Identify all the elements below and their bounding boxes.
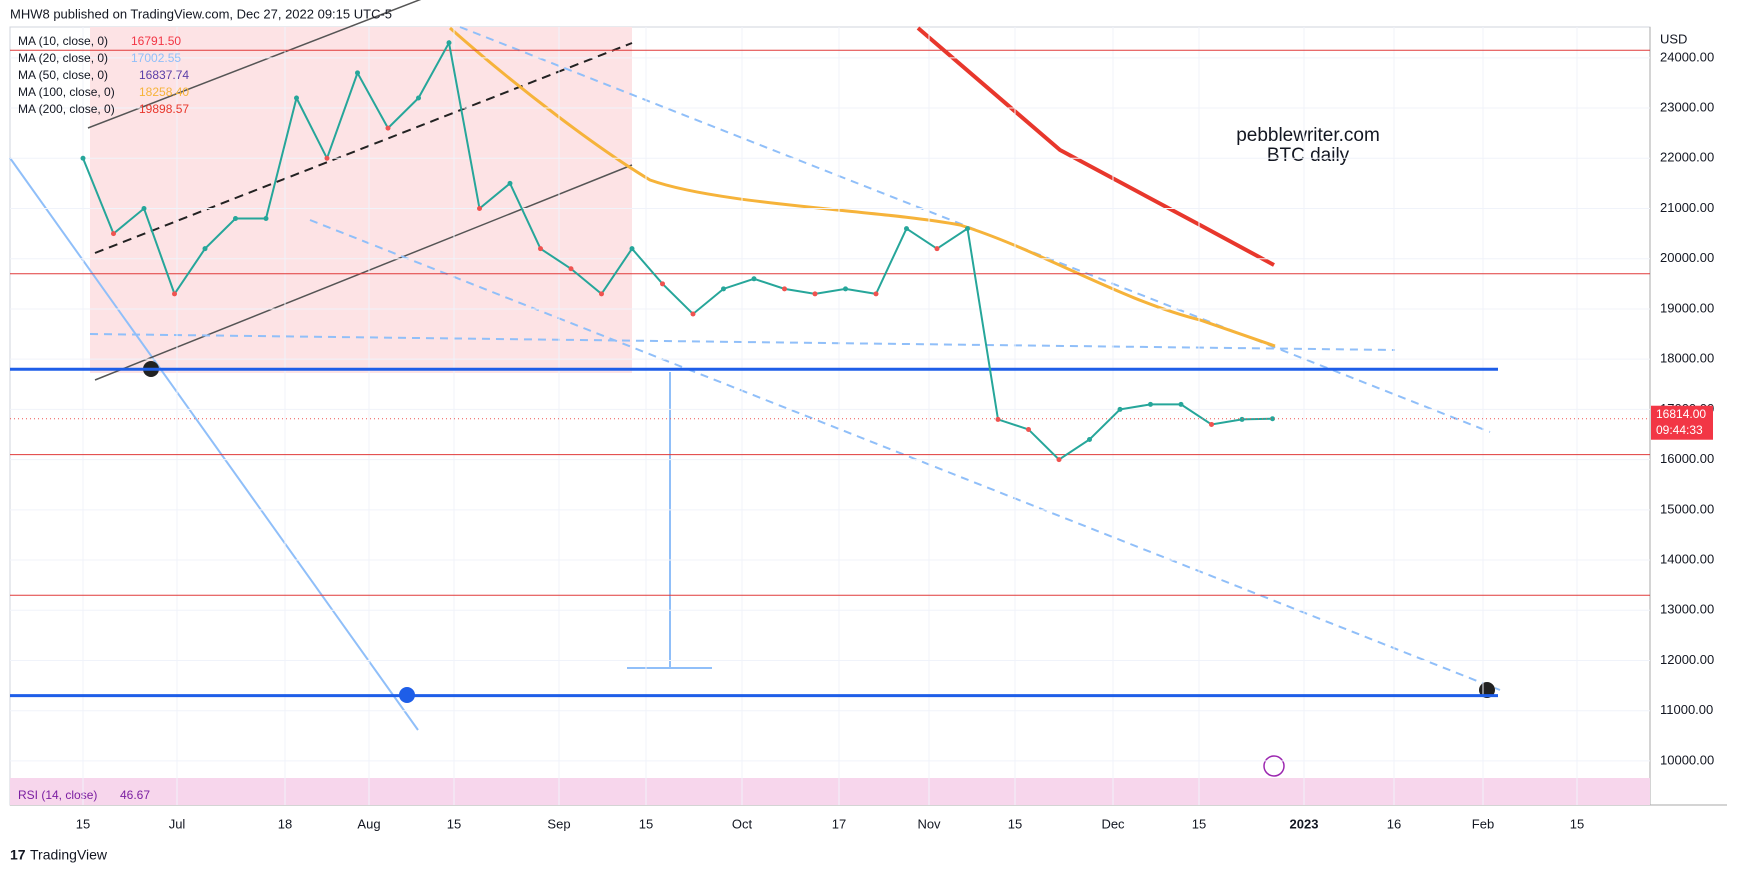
price-point [233, 216, 238, 222]
price-point [141, 205, 147, 211]
price-point [1117, 406, 1123, 412]
y-tick-label: 14000.00 [1660, 551, 1714, 566]
x-tick-label: Nov [917, 816, 941, 831]
y-tick-label: 12000.00 [1660, 652, 1714, 667]
price-point [538, 246, 543, 252]
rsi-label: RSI (14, close) [18, 788, 97, 802]
price-point [721, 286, 726, 292]
footer: TradingView [30, 847, 108, 863]
x-tick-label: 15 [1570, 816, 1584, 831]
y-tick-label: 18000.00 [1660, 351, 1714, 366]
price-point [1087, 437, 1092, 443]
legend-name: MA (200, close, 0) [18, 102, 115, 116]
price-point [324, 155, 330, 161]
price-point [751, 276, 757, 282]
y-tick-label: 10000.00 [1660, 752, 1714, 767]
price-point [1209, 421, 1214, 427]
x-tick-label: 15 [447, 816, 461, 831]
watermark: pebblewriter.com [1236, 125, 1380, 146]
legend-value: 16837.74 [139, 68, 189, 82]
price-line [82, 39, 1273, 461]
price-point [965, 226, 970, 232]
price-point [1178, 401, 1184, 407]
legend-name: MA (50, close, 0) [18, 68, 108, 82]
price-point [904, 226, 909, 232]
y-tick-label: 13000.00 [1660, 602, 1714, 617]
price-point [995, 416, 1001, 422]
price-point [1026, 426, 1031, 432]
price-point [111, 231, 116, 237]
legend-value: 17002.55 [131, 51, 181, 65]
price-point [873, 291, 879, 297]
legend-value: 16791.50 [131, 34, 181, 48]
price-point [263, 216, 269, 222]
x-tick-label: 15 [1008, 816, 1022, 831]
price-point [812, 291, 818, 297]
x-tick-label: 17 [832, 816, 846, 831]
price-point [934, 246, 940, 252]
legend-name: MA (10, close, 0) [18, 34, 108, 48]
price-point [660, 281, 665, 287]
last-price-tag [1651, 405, 1713, 440]
price-point [446, 40, 452, 46]
legend-name: MA (100, close, 0) [18, 85, 115, 99]
logo: 17 [10, 847, 26, 863]
legend-name: MA (20, close, 0) [18, 51, 108, 65]
y-tick-label: 11000.00 [1660, 702, 1713, 717]
x-tick-label: Jul [169, 816, 186, 831]
x-tick-label: 15 [76, 816, 90, 831]
y-tick-label: 16000.00 [1660, 451, 1714, 466]
x-tick-label: 16 [1387, 816, 1401, 831]
x-tick-label: Sep [547, 816, 570, 831]
price-point [202, 246, 208, 252]
countdown: 09:44:33 [1656, 423, 1703, 437]
y-tick-label: 21000.00 [1660, 200, 1714, 215]
x-tick-label: Dec [1101, 816, 1125, 831]
y-tick-label: 24000.00 [1660, 49, 1714, 64]
last-price: 16814.00 [1656, 407, 1706, 421]
price-point [477, 205, 482, 211]
y-tick-label: 23000.00 [1660, 99, 1714, 114]
price-point [568, 266, 574, 272]
price-point [1148, 401, 1153, 407]
x-tick-label: Oct [732, 816, 753, 831]
watermark: BTC daily [1267, 145, 1350, 166]
legend-value: 19898.57 [139, 102, 189, 116]
price-point [385, 125, 391, 131]
price-point [1239, 416, 1245, 422]
price-point [80, 155, 86, 161]
price-point [629, 246, 635, 252]
x-tick-label: 18 [278, 816, 292, 831]
price-point [1056, 457, 1062, 463]
price-point [599, 291, 604, 297]
x-tick-label: Feb [1472, 816, 1494, 831]
x-tick-label: 15 [1192, 816, 1206, 831]
price-point [172, 291, 177, 297]
legend-value: 18258.40 [139, 85, 189, 99]
rsi-value: 46.67 [120, 788, 150, 802]
channel-zone [90, 27, 632, 373]
y-tick-label: 22000.00 [1660, 150, 1714, 165]
header: MHW8 published on TradingView.com, Dec 2… [10, 6, 392, 21]
price-point [782, 286, 787, 292]
x-tick-label: Aug [357, 816, 380, 831]
currency: USD [1660, 31, 1687, 46]
price-point [294, 95, 299, 101]
price-point [1270, 416, 1275, 422]
y-tick-label: 15000.00 [1660, 501, 1714, 516]
y-tick-label: 20000.00 [1660, 250, 1714, 265]
price-point [416, 95, 421, 101]
x-tick-label: 2023 [1290, 816, 1319, 831]
price-point [355, 70, 360, 76]
rsi-pane [10, 778, 1650, 805]
price-point [843, 286, 848, 292]
price-point [507, 180, 513, 186]
x-tick-label: 15 [639, 816, 653, 831]
price-point [690, 311, 696, 317]
y-tick-label: 19000.00 [1660, 300, 1714, 315]
